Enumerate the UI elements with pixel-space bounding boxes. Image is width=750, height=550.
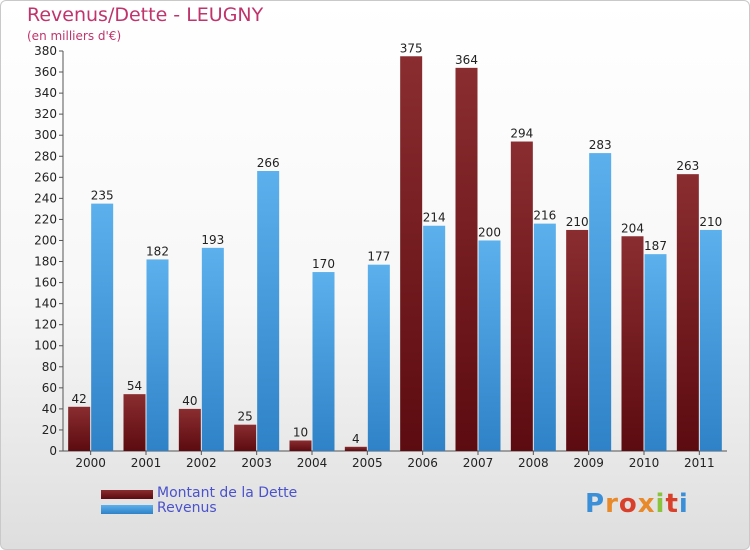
y-tick-label: 300 [34, 128, 57, 142]
y-tick-label: 20 [42, 423, 57, 437]
x-tick-label: 2002 [186, 456, 217, 470]
chart-title: Revenus/Dette - LEUGNY [27, 4, 264, 26]
y-tick-label: 360 [34, 65, 57, 79]
legend-swatch-revenus [101, 505, 153, 514]
legend-swatch-debt [101, 490, 153, 499]
data-label: 200 [478, 225, 501, 239]
data-label: 375 [400, 41, 423, 55]
data-label: 177 [367, 250, 390, 264]
logo-letter: x [637, 489, 656, 519]
bar-debt [676, 174, 699, 451]
data-label: 216 [533, 209, 556, 223]
data-label: 40 [182, 394, 197, 408]
data-label: 266 [257, 156, 280, 170]
bar-revenus [699, 229, 722, 451]
logo-letter: P [585, 489, 606, 519]
x-tick-label: 2003 [241, 456, 272, 470]
data-label: 283 [589, 138, 612, 152]
y-tick-label: 260 [34, 170, 57, 184]
y-tick-label: 80 [42, 360, 57, 374]
y-tick-label: 160 [34, 276, 57, 290]
logo-letter: i [678, 489, 689, 519]
bar-debt [566, 229, 589, 451]
y-tick-label: 200 [34, 233, 57, 247]
logo-letter: i [655, 489, 666, 519]
y-tick-label: 60 [42, 381, 57, 395]
bar-debt [123, 394, 146, 451]
bar-debt [455, 67, 478, 451]
y-tick-label: 280 [34, 149, 57, 163]
bar-revenus [589, 153, 612, 451]
bar-revenus [478, 240, 501, 451]
x-tick-label: 2008 [518, 456, 549, 470]
data-label: 187 [644, 239, 667, 253]
bar-revenus [201, 247, 224, 451]
legend-label-revenus: Revenus [157, 500, 217, 516]
data-label: 263 [676, 159, 699, 173]
data-label: 364 [455, 53, 478, 67]
data-label: 294 [510, 127, 533, 141]
logo-letter: r [605, 489, 619, 519]
data-label: 42 [72, 392, 87, 406]
bar-revenus [257, 171, 280, 451]
data-label: 235 [91, 189, 114, 203]
y-tick-label: 380 [34, 44, 57, 58]
bar-revenus [91, 203, 114, 451]
x-tick-label: 2000 [75, 456, 106, 470]
bar-revenus [533, 223, 556, 451]
x-tick-label: 2010 [629, 456, 660, 470]
x-tick-label: 2009 [573, 456, 604, 470]
data-label: 210 [566, 215, 589, 229]
y-tick-label: 180 [34, 255, 57, 269]
bar-debt [289, 440, 312, 451]
x-tick-label: 2006 [407, 456, 438, 470]
y-tick-label: 220 [34, 212, 57, 226]
data-label: 170 [312, 257, 335, 271]
data-label: 193 [201, 233, 224, 247]
bar-revenus [146, 259, 169, 451]
x-tick-label: 2005 [352, 456, 383, 470]
logo-letter: t [665, 489, 679, 519]
y-tick-label: 340 [34, 86, 57, 100]
data-label: 10 [293, 425, 308, 439]
bar-revenus [644, 254, 667, 451]
proxiti-logo: Proxiti [585, 489, 689, 519]
bar-debt [178, 408, 201, 451]
bar-debt [510, 141, 533, 452]
x-tick-label: 2004 [297, 456, 328, 470]
y-tick-label: 140 [34, 297, 57, 311]
y-tick-label: 40 [42, 402, 57, 416]
bar-revenus [423, 225, 446, 451]
data-label: 210 [699, 215, 722, 229]
y-tick-label: 320 [34, 107, 57, 121]
y-tick-label: 100 [34, 339, 57, 353]
chart-subtitle: (en milliers d'€) [27, 29, 122, 43]
data-label: 214 [423, 211, 446, 225]
bar-debt [344, 446, 367, 451]
data-label: 204 [621, 221, 644, 235]
bar-debt [621, 236, 644, 451]
x-tick-label: 2011 [684, 456, 715, 470]
x-tick-label: 2007 [463, 456, 494, 470]
y-tick-label: 240 [34, 191, 57, 205]
data-label: 54 [127, 379, 142, 393]
data-label: 25 [238, 410, 253, 424]
bar-revenus [312, 272, 335, 451]
data-label: 182 [146, 244, 169, 258]
y-tick-label: 120 [34, 318, 57, 332]
data-label: 4 [352, 432, 360, 446]
y-tick-label: 0 [49, 444, 57, 458]
logo-letter: o [618, 489, 638, 519]
bar-debt [234, 424, 257, 451]
bar-revenus [367, 264, 390, 451]
legend-label-debt: Montant de la Dette [157, 485, 298, 501]
bar-debt [400, 56, 423, 452]
bar-debt [68, 406, 91, 451]
x-tick-label: 2001 [131, 456, 162, 470]
